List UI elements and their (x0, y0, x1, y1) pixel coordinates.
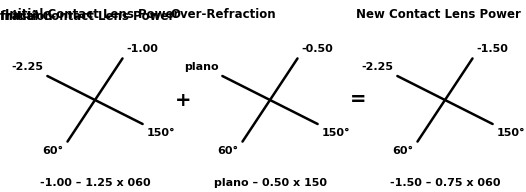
Text: +: + (175, 90, 191, 109)
Text: plano: plano (184, 62, 218, 72)
Text: 60°: 60° (43, 146, 64, 156)
Text: New Contact Lens Power: New Contact Lens Power (0, 10, 1, 23)
Text: 150°: 150° (321, 128, 350, 138)
Text: -1.00 – 1.25 x 060: -1.00 – 1.25 x 060 (39, 178, 150, 188)
Text: plano – 0.50 x 150: plano – 0.50 x 150 (214, 178, 327, 188)
Text: -0.50: -0.50 (301, 44, 333, 54)
Text: -1.50 – 0.75 x 060: -1.50 – 0.75 x 060 (390, 178, 500, 188)
Text: 150°: 150° (147, 128, 175, 138)
Text: Over-Refraction: Over-Refraction (171, 8, 276, 21)
Text: Over-Refraction: Over-Refraction (0, 10, 53, 23)
Text: -2.25: -2.25 (12, 62, 43, 72)
Text: -2.25: -2.25 (361, 62, 393, 72)
Text: 60°: 60° (217, 146, 238, 156)
Text: New Contact Lens Power: New Contact Lens Power (356, 8, 521, 21)
Text: -1.00: -1.00 (126, 44, 158, 54)
Text: Initial Contact Lens Power: Initial Contact Lens Power (5, 8, 180, 21)
Text: Initial Contact Lens Power: Initial Contact Lens Power (0, 10, 175, 23)
Text: -1.50: -1.50 (477, 44, 508, 54)
Text: 60°: 60° (392, 146, 413, 156)
Text: 150°: 150° (497, 128, 525, 138)
Text: =: = (350, 90, 366, 109)
